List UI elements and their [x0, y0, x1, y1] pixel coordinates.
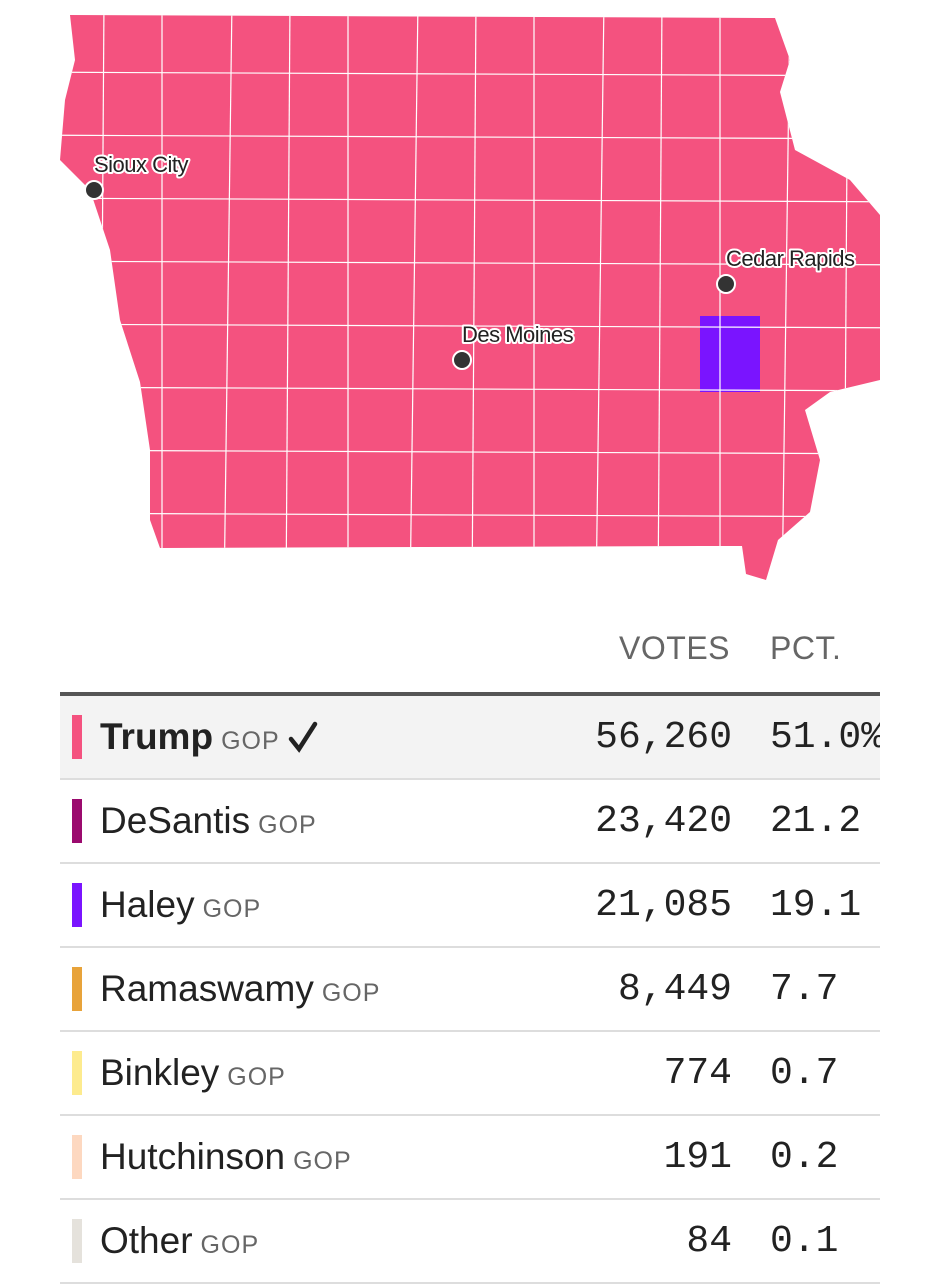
- candidate: DeSantis GOP: [100, 800, 317, 842]
- votes: 774: [663, 1052, 732, 1095]
- result-row: Other GOP 84 0.1: [60, 1200, 880, 1284]
- check-path: [288, 721, 317, 753]
- color-swatch: [72, 1051, 82, 1095]
- party: GOP: [202, 895, 262, 923]
- county-line: [60, 134, 880, 140]
- county-line: [60, 260, 880, 266]
- percent: 0.1: [770, 1220, 839, 1263]
- color-swatch: [72, 1135, 82, 1179]
- candidate: Ramaswamy GOP: [100, 968, 380, 1010]
- county-line: [471, 15, 477, 580]
- column-header: PCT.: [770, 630, 842, 666]
- candidate-name: Ramaswamy: [100, 968, 314, 1009]
- winner-check: [288, 721, 317, 753]
- candidate: Hutchinson GOP: [100, 1136, 352, 1178]
- color-swatch: [72, 799, 82, 843]
- votes: 8,449: [617, 968, 732, 1011]
- candidate-name: Trump: [100, 716, 214, 757]
- iowa-map: Sioux City Cedar Rapids Des Moines: [60, 15, 880, 580]
- percent: 0.2: [770, 1136, 839, 1179]
- candidate: Binkley GOP: [100, 1052, 286, 1094]
- party: GOP: [293, 1147, 352, 1175]
- candidate: Trump GOP: [100, 716, 318, 758]
- votes: 84: [686, 1220, 732, 1263]
- city-label: Des Moines: [462, 322, 574, 347]
- candidate-name: DeSantis: [100, 800, 251, 841]
- percent: 0.7: [770, 1052, 839, 1095]
- votes: 23,420: [595, 800, 732, 843]
- party: GOP: [321, 979, 381, 1007]
- county-line: [60, 197, 880, 203]
- result-row: Binkley GOP 774 0.7: [60, 1032, 880, 1116]
- result-row: Haley GOP 21,085 19.1: [60, 864, 880, 948]
- city-label: Cedar Rapids: [726, 246, 855, 271]
- county-line: [285, 15, 291, 580]
- result-row: Ramaswamy GOP 8,449 7.7: [60, 948, 880, 1032]
- rows: Trump GOP 56,260 51.0% DeSantis GOP 23,420 21.2…: [60, 696, 880, 1284]
- color-swatch: [72, 883, 82, 927]
- result-row: Trump GOP 56,260 51.0%: [60, 696, 880, 780]
- county-line: [60, 449, 880, 455]
- votes: 56,260: [595, 716, 732, 759]
- percent: 7.7: [770, 968, 839, 1011]
- votes: 191: [663, 1136, 732, 1179]
- table-header: VOTES PCT.: [60, 620, 880, 696]
- party: GOP: [258, 811, 317, 839]
- percent: 51.0%: [770, 716, 880, 759]
- city-dot: [716, 274, 736, 294]
- county-line: [60, 512, 880, 518]
- county-line: [60, 386, 880, 392]
- color-swatch: [72, 967, 82, 1011]
- county-lines: [60, 15, 880, 580]
- party: GOP: [200, 1231, 260, 1259]
- city-label: Sioux City: [94, 152, 189, 177]
- city-dot: [452, 350, 472, 370]
- result-row: DeSantis GOP 23,420 21.2: [60, 780, 880, 864]
- cities: Sioux City Cedar Rapids Des Moines: [84, 150, 858, 370]
- result-row: Hutchinson GOP 191 0.2: [60, 1116, 880, 1200]
- party: GOP: [221, 727, 280, 755]
- candidate: Other GOP: [100, 1220, 259, 1262]
- party: GOP: [227, 1063, 286, 1091]
- results-table: VOTES PCT. Trump GOP 56,260 51.0% DeSantis GO…: [60, 620, 880, 1284]
- color-swatch: [72, 715, 82, 759]
- county-line: [60, 323, 880, 329]
- city-dot: [84, 180, 104, 200]
- color-swatch: [72, 1219, 82, 1263]
- candidate-name: Hutchinson: [100, 1136, 286, 1177]
- candidate-name: Haley: [100, 884, 195, 925]
- county-highlight: [700, 316, 760, 392]
- county-line: [595, 15, 605, 580]
- county-line: [657, 15, 663, 580]
- county-line: [409, 15, 419, 580]
- percent: 19.1: [770, 884, 862, 927]
- candidate-name: Binkley: [100, 1052, 220, 1093]
- column-header: VOTES: [619, 630, 730, 666]
- votes: 21,085: [595, 884, 732, 927]
- candidate-name: Other: [100, 1220, 193, 1261]
- state-shape: [60, 15, 880, 580]
- percent: 21.2: [770, 800, 862, 843]
- county-line: [60, 71, 880, 77]
- county-line: [223, 15, 233, 580]
- candidate: Haley GOP: [100, 884, 261, 926]
